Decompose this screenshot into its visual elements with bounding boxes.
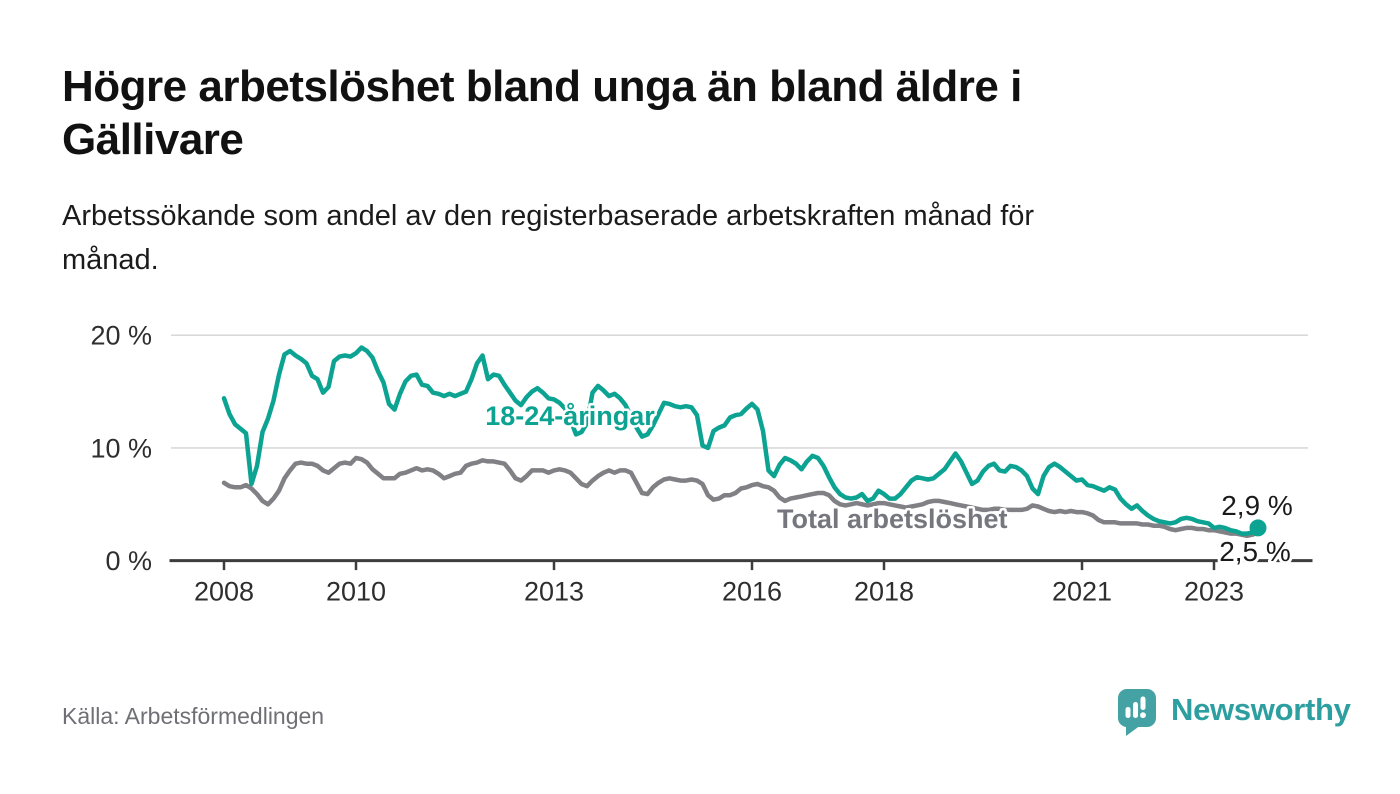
youth-end-value-label: 2,9 % bbox=[1221, 490, 1293, 521]
newsworthy-icon bbox=[1118, 689, 1156, 736]
x-axis-label: 2016 bbox=[722, 577, 782, 607]
brand-name: Newsworthy bbox=[1171, 692, 1351, 727]
series-total-line bbox=[221, 455, 1261, 539]
series-total-label: Total arbetslöshet bbox=[777, 504, 1008, 534]
brand-logo: Newsworthy bbox=[1117, 688, 1351, 738]
x-axis-label: 2013 bbox=[524, 577, 584, 607]
y-axis-label: 10 % bbox=[90, 433, 152, 463]
line-chart: 0 % 10 % 20 % 2008 2010 2013 2016 2018 2021 2023 … bbox=[0, 310, 1400, 620]
page-subtitle-line-1: Arbetssökande som andel av den registerb… bbox=[62, 200, 1035, 232]
x-axis-label: 2008 bbox=[194, 577, 254, 607]
page-header: Högre arbetslöshet bland unga än bland ä… bbox=[62, 60, 1022, 166]
page-title-line-1: Högre arbetslöshet bland unga än bland ä… bbox=[62, 62, 1022, 111]
page-title-line-2: Gällivare bbox=[62, 115, 244, 164]
chart-svg: 0 %10 %20 %2008 2010 2013 2016 2018 2021 2023 … bbox=[90, 321, 1313, 607]
x-axis-label: 2023 bbox=[1184, 577, 1244, 607]
source-note: Källa: Arbetsförmedlingen bbox=[62, 703, 325, 729]
y-axis-label: 0 % bbox=[105, 546, 152, 576]
series-youth-line bbox=[221, 345, 1261, 536]
y-axis-label: 20 % bbox=[90, 321, 152, 351]
page-subtitle-line-2: månad. bbox=[62, 244, 159, 276]
axis-layer: 0 % 10 % 20 % 2008 2010 2013 2016 2018 2021 2023 bbox=[90, 321, 1313, 607]
total-end-value-label: 2,5 % bbox=[1219, 536, 1291, 567]
series-youth-endpoint-dot bbox=[1249, 519, 1267, 537]
series-youth-label: 18-24-åringar bbox=[485, 401, 655, 431]
x-axis-label: 2018 bbox=[854, 577, 914, 607]
page-subtitle: Arbetssökande som andel av den registerb… bbox=[62, 194, 1034, 282]
x-axis-label: 2010 bbox=[326, 577, 386, 607]
x-axis-label: 2021 bbox=[1052, 577, 1112, 607]
